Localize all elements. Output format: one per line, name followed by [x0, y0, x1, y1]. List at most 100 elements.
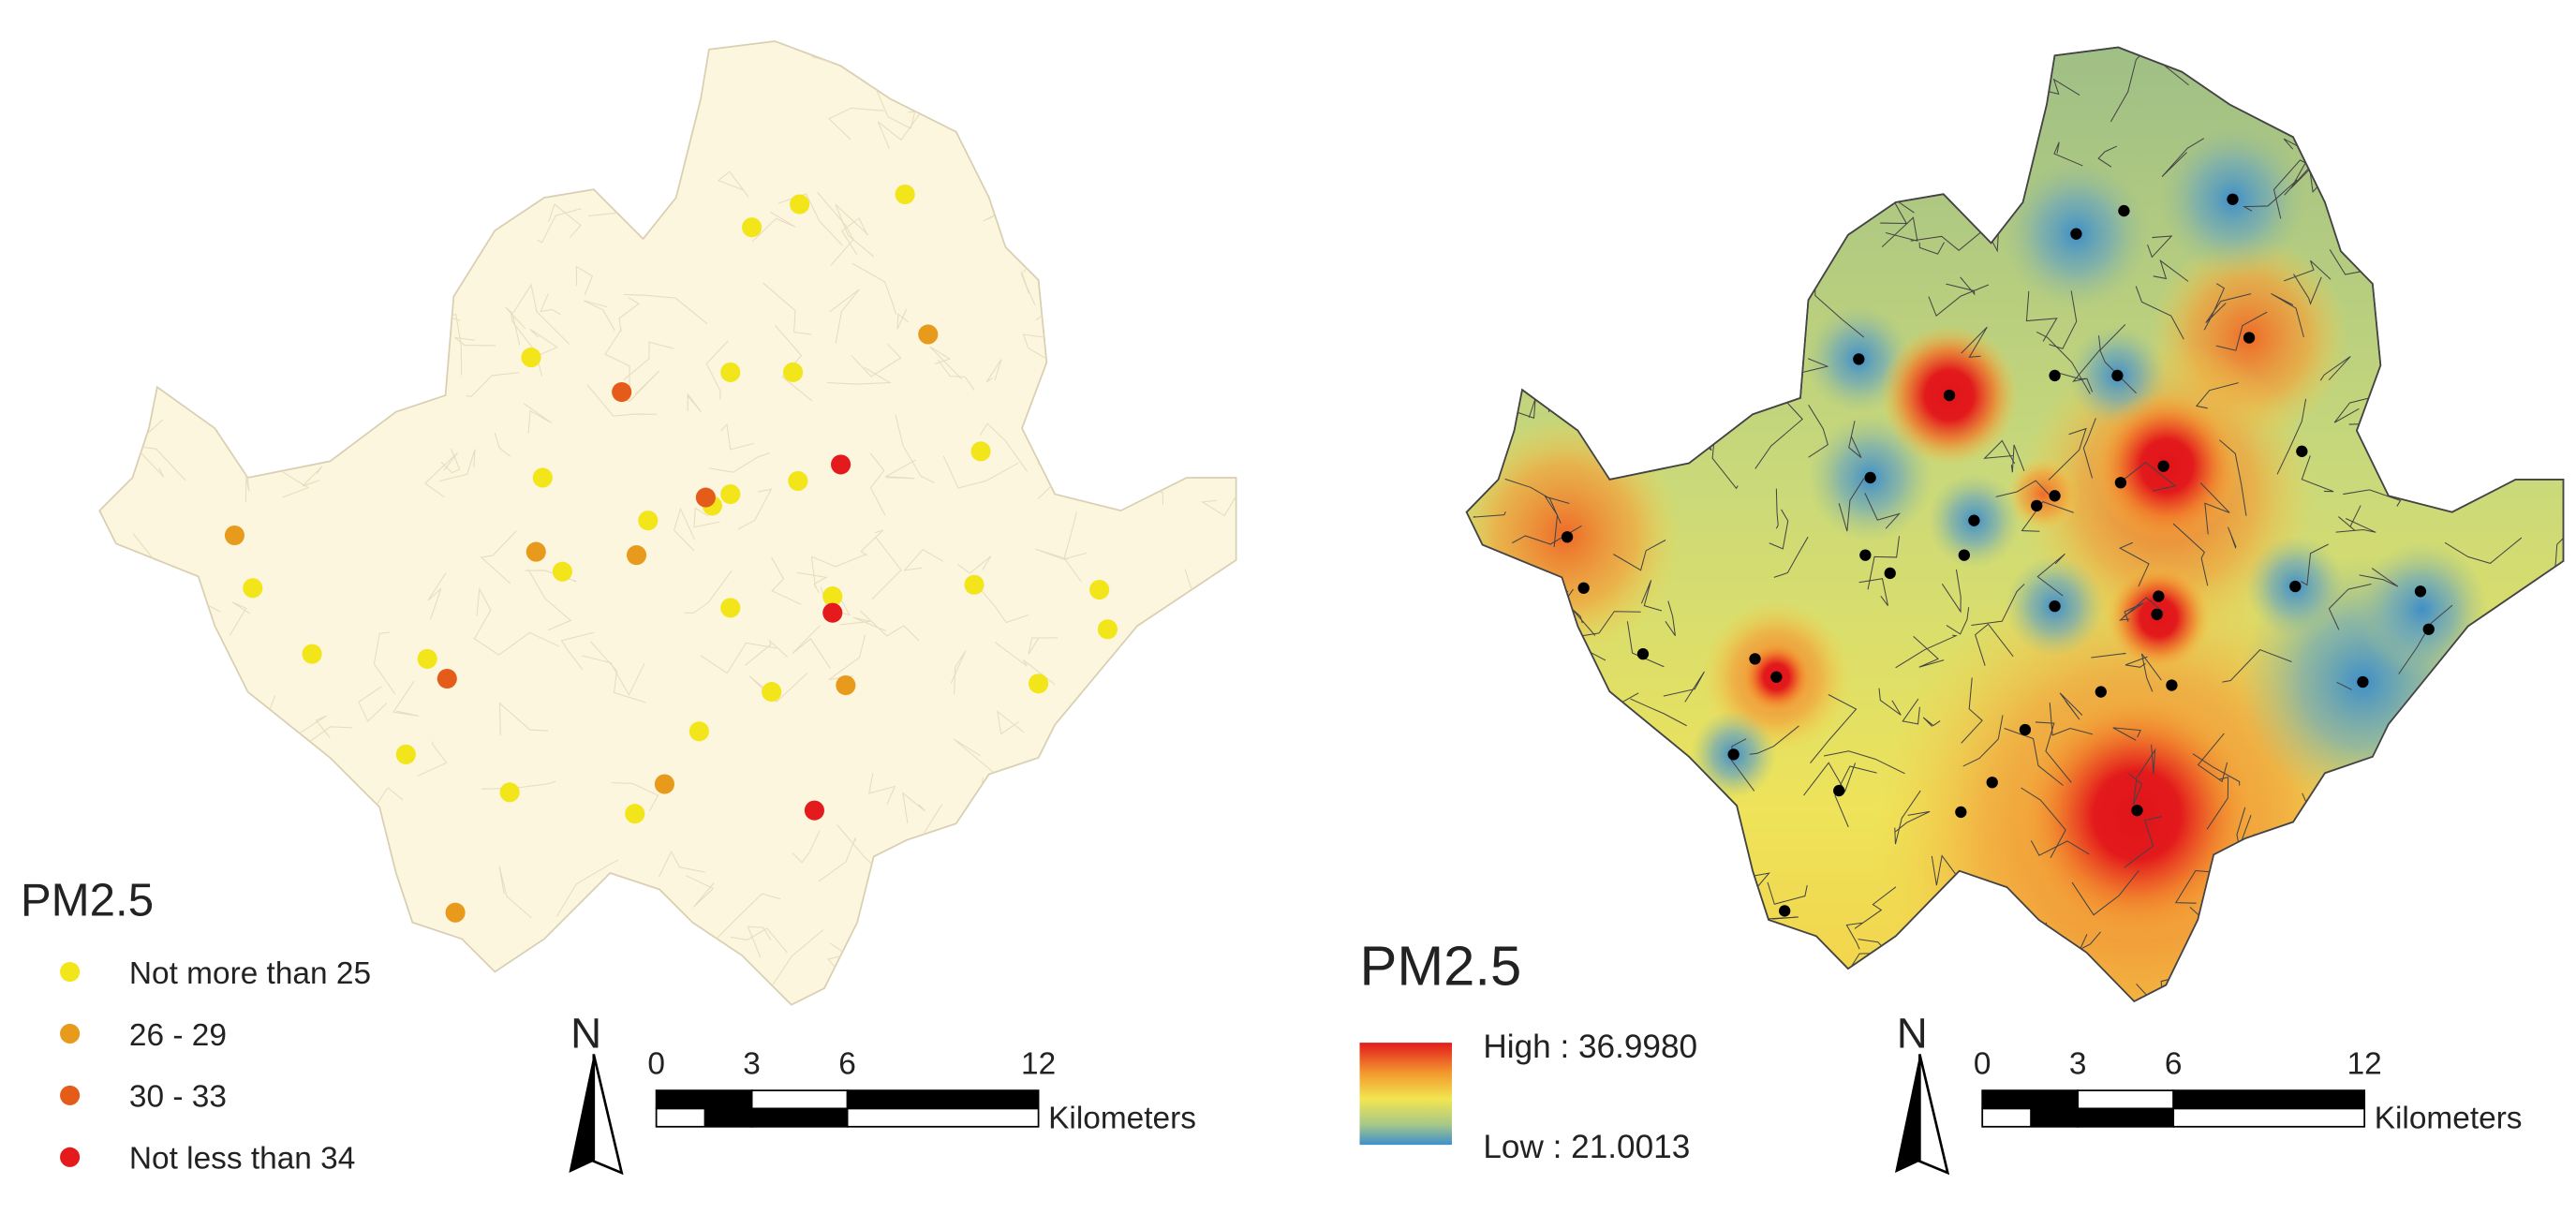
boundary	[950, 650, 967, 695]
boundary	[2004, 728, 2064, 786]
boundary	[979, 422, 1029, 472]
boundary	[2263, 845, 2336, 893]
boundary	[2197, 733, 2228, 783]
boundary	[1895, 634, 1958, 669]
boundary	[929, 346, 963, 379]
scale-segment	[2172, 1089, 2366, 1110]
boundary	[1767, 881, 1808, 905]
boundary	[684, 570, 733, 614]
right-map	[1465, 46, 2565, 1003]
boundary	[2276, 398, 2307, 475]
boundary	[466, 372, 520, 397]
boundary	[1060, 821, 1084, 838]
boundary	[1103, 870, 1154, 911]
boundary	[589, 110, 621, 139]
boundary	[1571, 608, 1596, 636]
boundary	[2427, 925, 2465, 961]
boundary	[1961, 326, 1988, 358]
station	[970, 441, 991, 462]
boundary	[942, 455, 1019, 489]
station	[2414, 585, 2427, 598]
boundary	[1034, 903, 1110, 937]
station	[1958, 549, 1971, 561]
boundary	[970, 909, 983, 953]
north-arrow-left	[1895, 1054, 1920, 1174]
boundary	[1775, 488, 1779, 529]
boundary	[827, 366, 892, 385]
boundary	[827, 107, 884, 141]
boundary	[512, 283, 570, 345]
boundary	[1594, 78, 1606, 129]
boundary	[1810, 694, 1858, 763]
boundary	[2354, 895, 2395, 937]
boundary	[897, 852, 929, 888]
city-border	[1465, 46, 2565, 1003]
boundary	[1917, 47, 1962, 62]
boundary	[1702, 203, 1740, 233]
boundary	[99, 762, 164, 782]
boundary	[2526, 94, 2564, 126]
boundary	[440, 448, 461, 474]
boundary	[2450, 704, 2486, 743]
boundary	[454, 211, 497, 241]
station	[2070, 228, 2082, 240]
station	[1859, 549, 1872, 561]
boundary	[1100, 409, 1151, 459]
boundary	[99, 706, 101, 748]
boundary	[2128, 773, 2143, 806]
boundary	[1466, 687, 1479, 714]
boundary	[259, 241, 304, 294]
boundary	[2071, 869, 2139, 916]
legend-label: 26 - 29	[129, 1018, 227, 1053]
boundary	[1530, 733, 1562, 759]
station	[1727, 748, 1740, 761]
boundary	[143, 587, 172, 612]
boundary	[1922, 717, 1941, 727]
boundary	[2021, 500, 2074, 532]
boundary	[957, 555, 992, 574]
station	[1864, 471, 1876, 484]
scale-segment	[846, 1107, 1040, 1128]
boundary	[2097, 145, 2118, 168]
boundary	[895, 415, 936, 484]
boundary	[1961, 677, 1983, 744]
station	[2031, 499, 2043, 512]
boundary	[1069, 163, 1109, 202]
station	[2422, 623, 2435, 635]
boundary	[1597, 864, 1621, 896]
station	[788, 470, 808, 492]
boundary	[587, 897, 595, 933]
boundary	[1524, 781, 1557, 838]
boundary	[792, 830, 821, 864]
boundary	[1967, 95, 1996, 137]
station	[918, 324, 939, 345]
boundary	[1654, 47, 1697, 55]
boundary	[2375, 117, 2425, 137]
station	[831, 454, 851, 475]
boundary	[505, 306, 526, 346]
boundary	[1552, 80, 1579, 158]
boundary	[851, 262, 897, 315]
boundary	[1926, 944, 2000, 972]
boundary	[113, 573, 170, 616]
boundary	[2135, 286, 2184, 340]
boundary	[1189, 854, 1212, 913]
scale-segment	[750, 1089, 849, 1110]
station	[2151, 608, 2163, 621]
boundary	[604, 329, 630, 391]
station	[2243, 332, 2256, 344]
boundary	[1640, 580, 1663, 612]
color-ramp	[1359, 1043, 1452, 1146]
boundary	[504, 978, 534, 1005]
boundary	[1123, 83, 1136, 112]
boundary	[2048, 427, 2087, 481]
boundary	[2358, 943, 2388, 975]
legend-swatch	[60, 1085, 81, 1105]
boundary	[2123, 602, 2144, 622]
boundary	[1514, 398, 1536, 419]
boundary	[624, 293, 708, 324]
boundary	[246, 414, 281, 447]
boundary	[1580, 611, 1641, 637]
boundary	[1975, 623, 2014, 666]
boundary	[867, 773, 896, 806]
